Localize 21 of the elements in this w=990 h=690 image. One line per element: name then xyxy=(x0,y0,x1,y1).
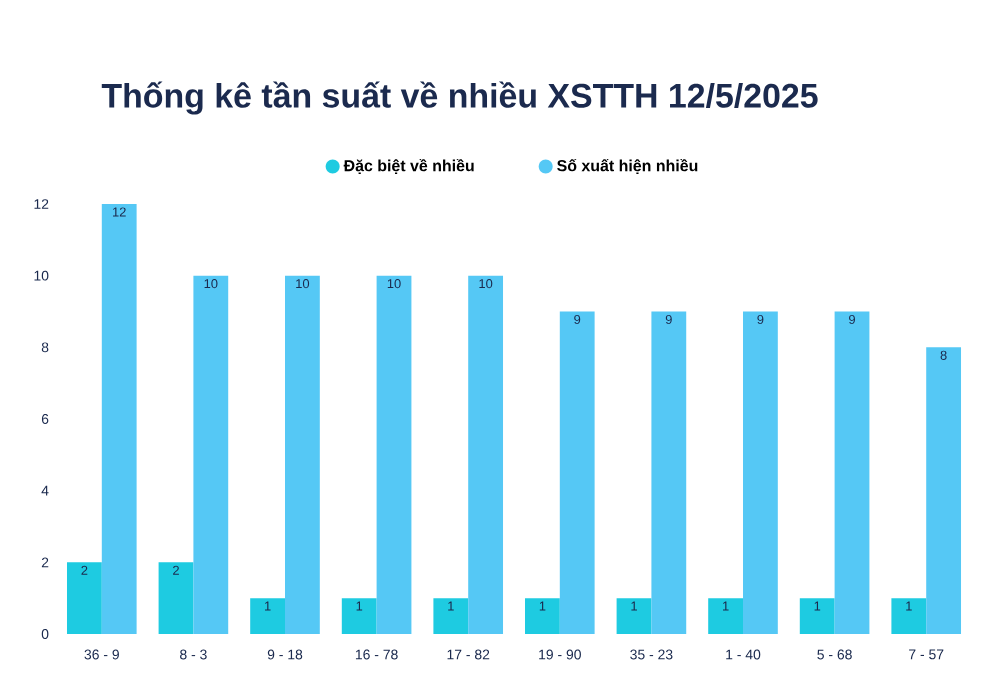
bar xyxy=(250,598,285,634)
bar xyxy=(708,598,744,634)
bar xyxy=(468,275,504,634)
bar xyxy=(651,311,687,634)
bar xyxy=(66,562,102,634)
bar xyxy=(158,562,194,634)
bar xyxy=(799,598,835,634)
bar xyxy=(743,311,778,634)
bar xyxy=(559,311,595,634)
bar xyxy=(341,598,377,634)
bar xyxy=(376,275,412,634)
bar xyxy=(616,598,652,634)
bar xyxy=(525,598,560,634)
bar xyxy=(891,598,927,634)
bar xyxy=(101,203,137,634)
bar xyxy=(433,598,469,634)
bar xyxy=(285,275,320,634)
bar xyxy=(193,275,229,634)
chart-title: Thống kê tần suất về nhiều XSTTH 12/5/2025 xyxy=(101,81,818,115)
bar xyxy=(834,311,870,634)
bar xyxy=(926,347,962,634)
